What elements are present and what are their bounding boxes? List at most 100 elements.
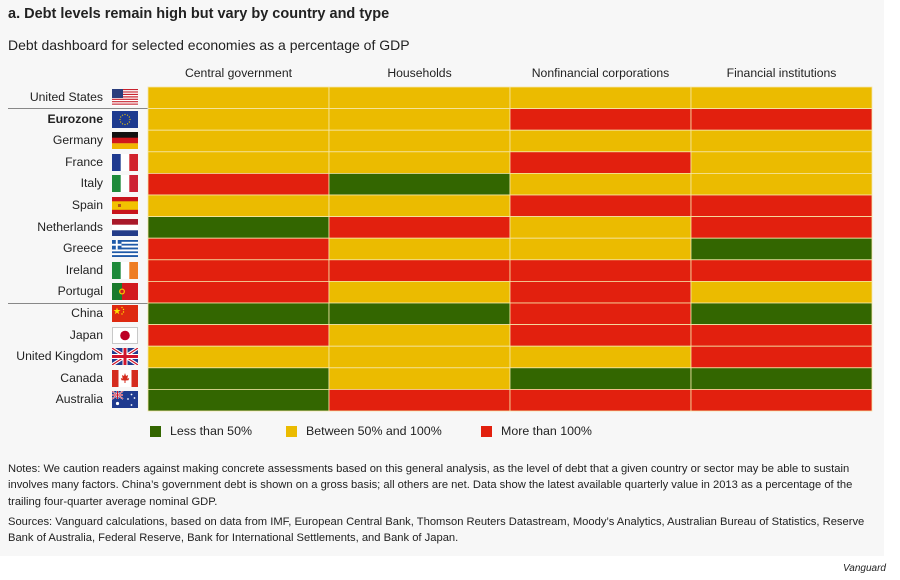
heatmap-cell <box>509 172 692 196</box>
heatmap-cell <box>690 367 873 390</box>
spain-flag-icon <box>112 197 138 214</box>
heatmap-cell <box>147 172 330 196</box>
heatmap-cell <box>509 129 692 153</box>
legend-swatch-high <box>481 425 492 437</box>
legend-item-mid: Between 50% and 100% <box>286 424 442 438</box>
heatmap-cell <box>328 237 511 261</box>
netherlands-flag-icon <box>112 218 138 236</box>
brand-label: Vanguard <box>843 563 886 574</box>
heatmap-cell <box>690 259 873 282</box>
row-label: Netherlands <box>37 219 103 234</box>
heatmap-cell <box>147 345 330 369</box>
heatmap-cell <box>690 194 873 218</box>
row-label: Japan <box>69 327 103 342</box>
heatmap-cell <box>147 237 330 261</box>
heatmap-cell <box>509 108 692 131</box>
heatmap-cell <box>509 280 692 304</box>
heatmap-cell <box>147 108 330 131</box>
eu-flag-icon <box>112 110 138 128</box>
japan-flag-icon <box>112 326 138 344</box>
heatmap-cell <box>328 194 511 218</box>
column-header: Households <box>387 66 452 80</box>
heatmap-cell <box>690 388 873 412</box>
row-label: Spain <box>71 198 103 212</box>
heatmap-cell <box>509 86 692 110</box>
legend-item-high: More than 100% <box>481 424 592 438</box>
heatmap-cell <box>690 280 873 304</box>
heatmap-cell <box>147 129 330 153</box>
row-label: United States <box>29 90 103 104</box>
group-separator <box>8 302 150 304</box>
heatmap-cell <box>509 237 692 261</box>
heatmap-cell <box>509 151 692 174</box>
heatmap-cell <box>690 324 873 347</box>
heatmap-cell <box>328 108 511 131</box>
heatmap-cell <box>147 259 330 282</box>
legend-label-low: Less than 50% <box>170 424 252 438</box>
row-label: Greece <box>63 241 103 256</box>
greece-flag-icon <box>112 240 138 258</box>
row-label: Eurozone <box>47 111 103 126</box>
heatmap-cell <box>690 302 873 326</box>
heatmap-cell <box>147 86 330 110</box>
heatmap-cell <box>690 108 873 131</box>
legend-swatch-mid <box>286 425 297 437</box>
heatmap-cell <box>509 259 692 282</box>
heatmap-cell <box>328 280 511 304</box>
heatmap-cell <box>328 324 511 347</box>
italy-flag-icon <box>112 175 138 193</box>
group-separator <box>8 108 150 110</box>
row-label: France <box>65 154 103 169</box>
heatmap-cell <box>509 388 692 412</box>
heatmap-cell <box>328 302 511 326</box>
heatmap-cell <box>328 129 511 153</box>
canada-flag-icon <box>112 369 138 387</box>
heatmap-cell <box>147 216 330 239</box>
sources-text: Sources: Vanguard calculations, based on… <box>8 516 865 545</box>
legend-item-low: Less than 50% <box>150 424 252 438</box>
row-label: Germany <box>52 133 103 148</box>
us-flag-icon <box>112 89 138 106</box>
heatmap-cell <box>328 86 511 110</box>
heatmap-cell <box>690 129 873 153</box>
heatmap-cell <box>328 259 511 282</box>
heatmap-cell <box>328 216 511 239</box>
heatmap-cell <box>328 388 511 412</box>
heatmap-cell <box>690 345 873 369</box>
row-label: United Kingdom <box>16 349 103 364</box>
row-label: Ireland <box>65 262 103 277</box>
heatmap-cell <box>328 345 511 369</box>
heatmap-cell <box>147 280 330 304</box>
row-label: Italy <box>80 176 103 191</box>
heatmap-cell <box>509 345 692 369</box>
chart-title: a. Debt levels remain high but vary by c… <box>8 6 390 22</box>
heatmap-cell <box>147 302 330 326</box>
heatmap-cell <box>147 151 330 174</box>
legend-swatch-low <box>150 425 161 437</box>
portugal-flag-icon <box>112 283 138 301</box>
chart-subtitle: Debt dashboard for selected economies as… <box>8 37 410 53</box>
heatmap-cell <box>690 151 873 174</box>
column-header: Financial institutions <box>726 66 837 80</box>
heatmap-cell <box>690 237 873 261</box>
france-flag-icon <box>112 153 138 171</box>
legend-label-high: More than 100% <box>501 424 592 438</box>
heatmap-cell <box>328 151 511 174</box>
heatmap-cell <box>147 194 330 218</box>
china-flag-icon <box>112 305 138 322</box>
row-label: China <box>71 306 103 320</box>
heatmap-cell <box>509 302 692 326</box>
heatmap-cell <box>690 216 873 239</box>
heatmap-cell <box>509 324 692 347</box>
legend-label-mid: Between 50% and 100% <box>306 424 442 438</box>
ireland-flag-icon <box>112 261 138 279</box>
row-label: Canada <box>60 370 103 385</box>
heatmap-cell <box>509 194 692 218</box>
heatmap-cell <box>328 367 511 390</box>
column-header: Nonfinancial corporations <box>531 66 670 80</box>
heatmap-cell <box>147 367 330 390</box>
australia-flag-icon <box>112 391 138 409</box>
row-label: Portugal <box>57 284 103 299</box>
notes-text: Notes: We caution readers against making… <box>8 463 853 508</box>
